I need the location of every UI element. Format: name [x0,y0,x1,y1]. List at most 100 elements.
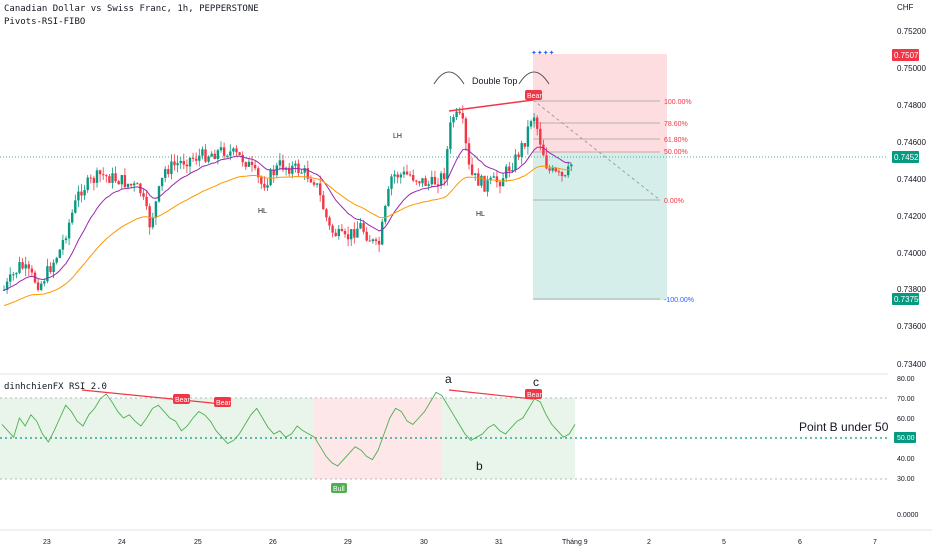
candle-body [260,177,263,184]
candle-body [319,183,322,196]
time-tick: 26 [269,539,277,546]
take-profit-zone [533,153,667,300]
candle-body [160,177,164,187]
candle-body [303,168,306,173]
price-axis[interactable]: 0.75200 0.75000 0.74800 0.74600 0.74400 … [897,27,926,369]
candle-body [179,160,182,164]
candle-body [374,239,378,242]
rsi-tick: 30.00 [897,476,915,483]
candle-body [325,209,328,218]
candle-body [123,175,127,188]
candle-body [322,195,325,210]
chart-title: Canadian Dollar vs Swiss Franc, 1h, PEPP… [4,4,259,14]
rsi-indicator-name[interactable]: dinhchienFX RSI 2.0 [4,382,107,392]
stop-loss-zone [533,54,667,153]
candle-body [46,266,49,282]
candle-body [278,160,282,166]
time-tick: 25 [194,539,202,546]
candle-body [170,161,173,175]
candle-body [557,171,561,173]
fib-label-50: 50.00% [664,149,688,156]
candle-body [483,175,486,192]
candle-body [337,228,340,237]
candle-body [71,212,74,223]
candle-body [548,168,551,171]
candle-body [126,183,130,188]
rsi-divergence-left [81,389,223,405]
candle-body [452,117,455,123]
candle-body [402,171,406,175]
candle-body [542,144,545,156]
candle-body [77,191,80,201]
time-tick: 29 [344,539,352,546]
time-axis[interactable]: 23 24 25 26 29 30 31 Tháng 9 2 5 6 7 [43,539,877,546]
candle-body [331,225,334,233]
candle-body [43,281,46,284]
rsi-bear-tag-3: Bear [525,389,542,399]
candle-body [545,155,548,169]
candle-body [495,176,499,182]
rsi-tick: 80.00 [897,376,915,383]
candle-body [306,168,309,179]
target-marker: ✦✦✦✦ [531,49,555,57]
candle-body [340,228,344,231]
candle-body [247,161,251,167]
candle-body [315,183,319,185]
candle-body [266,185,269,188]
rsi-axis[interactable]: 80.00 70.00 60.00 40.00 30.00 0.0000 [897,376,919,519]
rsi-level-tag: 50.00 [894,432,916,443]
candle-body [281,160,285,170]
candle-body [188,157,192,167]
candle-body [61,240,65,250]
candle-body [418,181,421,184]
candle-body [98,170,102,175]
candle-body [2,289,6,291]
candle-body [343,230,347,235]
time-tick: 24 [118,539,126,546]
candle-body [467,143,471,165]
svg-text:Bear: Bear [175,397,190,404]
candle-body [226,155,229,157]
indicator-name[interactable]: Pivots-RSI-FIBO [4,17,86,27]
candle-body [49,266,52,273]
rsi-overbought-zone-right [442,398,575,479]
candle-body [89,177,92,179]
candle-body [430,176,433,185]
candle-body [182,160,185,165]
candle-body [334,232,337,237]
candle-body [563,175,567,177]
candle-body [300,172,303,174]
candle-body [191,157,195,159]
candle-body [176,163,179,166]
candle-body [9,274,12,282]
price-tag-last: 0.74522 [892,151,923,163]
candle-body [151,217,154,228]
candle-body [64,238,68,241]
candle-body [399,174,402,178]
candle-body [136,183,139,185]
candle-body [309,178,313,183]
rsi-tick: 40.00 [897,456,915,463]
candle-body [241,154,244,163]
currency-label: CHF [897,3,914,12]
candle-body [359,223,362,229]
rsi-oversold-zone-mid [314,398,442,479]
candle-body [461,113,464,119]
time-tick: 23 [43,539,51,546]
candle-body [173,161,176,166]
candle-body [474,173,477,175]
candle-body [238,152,241,155]
double-top-arc-left [433,71,465,85]
candle-body [58,249,61,258]
svg-text:0.74522: 0.74522 [894,153,923,162]
candle-body [129,183,133,186]
candle-body [511,170,514,172]
candle-body [384,205,387,222]
candle-body [108,176,111,183]
rsi-bear-tag-2: Bear [214,397,231,407]
candle-body [222,147,226,156]
fib-label-0: 0.00% [664,198,684,205]
candle-body [328,217,331,226]
candle-body [30,268,34,273]
